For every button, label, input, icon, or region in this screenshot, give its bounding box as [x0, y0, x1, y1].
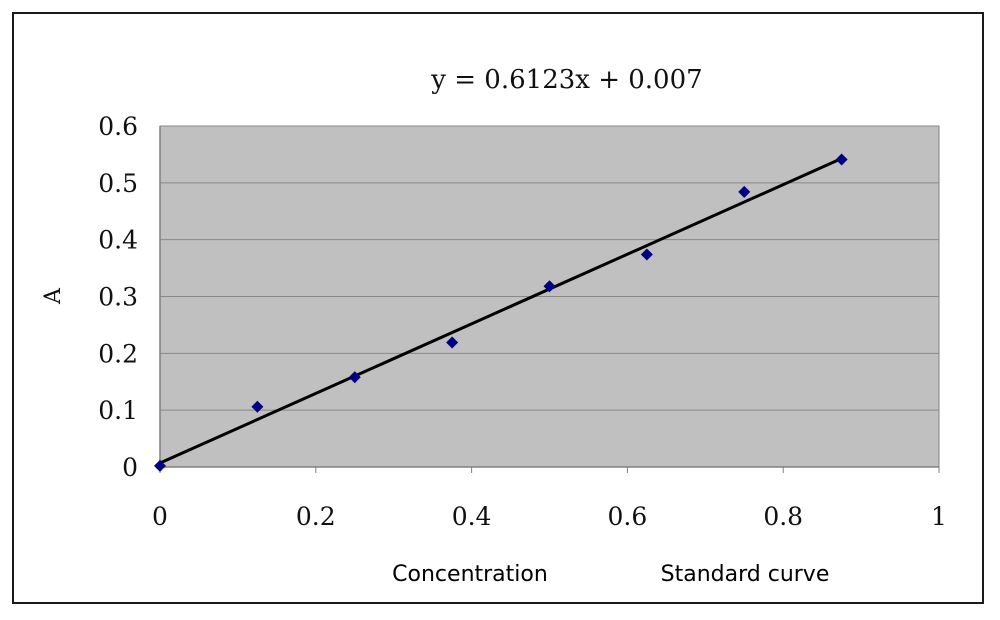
- y-tick-label: 0.3: [98, 283, 138, 312]
- y-tick-label: 0.4: [98, 226, 138, 255]
- x-tick-label: 1: [931, 502, 947, 531]
- data-point: [543, 280, 556, 293]
- data-point: [348, 371, 361, 384]
- x-tick-label: 0: [152, 502, 168, 531]
- y-tick-label: 0.2: [98, 339, 138, 368]
- data-points: [154, 153, 848, 472]
- y-tick-label: 0.5: [98, 169, 138, 198]
- x-axis-label: Concentration: [392, 562, 548, 587]
- x-tick-label: 0.8: [763, 502, 803, 531]
- gridlines: [160, 125, 939, 411]
- trendline-equation: y = 0.6123x + 0.007: [430, 65, 702, 95]
- y-axis-label: A: [41, 287, 66, 305]
- data-point: [835, 153, 848, 166]
- x-tick-label: 0.6: [608, 502, 648, 531]
- y-tick-label: 0.6: [98, 112, 138, 141]
- axes: [159, 126, 939, 468]
- data-point: [640, 248, 653, 261]
- chart-caption: Standard curve: [661, 562, 830, 587]
- trendline-layer: [159, 157, 843, 465]
- data-point: [446, 336, 459, 349]
- y-tick-labels: 0 0.1 0.2 0.3 0.4 0.5 0.6: [98, 112, 138, 482]
- data-point: [251, 400, 264, 413]
- x-tick-labels: 0 0.2 0.4 0.6 0.8 1: [152, 467, 947, 531]
- y-tick-label: 0: [122, 453, 138, 482]
- data-point: [154, 459, 166, 472]
- data-point: [738, 185, 751, 198]
- trendline: [159, 157, 843, 465]
- y-tick-label: 0.1: [98, 396, 138, 425]
- x-tick-label: 0.4: [452, 502, 492, 531]
- x-tick-label: 0.2: [296, 502, 336, 531]
